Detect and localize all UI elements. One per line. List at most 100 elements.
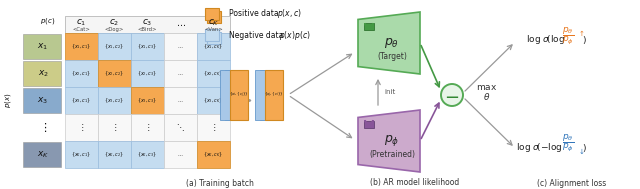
Text: $\vdots$: $\vdots$ xyxy=(211,122,216,133)
Text: init: init xyxy=(385,89,396,95)
Bar xyxy=(164,141,197,168)
Text: $\downarrow$: $\downarrow$ xyxy=(577,146,585,156)
Text: $\{x_1,c_1\}$: $\{x_1,c_1\}$ xyxy=(72,42,92,51)
Bar xyxy=(197,141,230,168)
Bar xyxy=(255,70,273,120)
Text: $\{x_2,c_2\}$: $\{x_2,c_2\}$ xyxy=(104,69,125,78)
Bar xyxy=(23,61,61,86)
Bar xyxy=(65,16,230,33)
Text: $\log\,\sigma\!\left(\log\right.$: $\log\,\sigma\!\left(\log\right.$ xyxy=(526,33,565,46)
Text: $x_2$: $x_2$ xyxy=(38,68,49,79)
Text: $\{x_3,c_K\}$: $\{x_3,c_K\}$ xyxy=(204,96,223,105)
Text: $\cdots$: $\cdots$ xyxy=(175,19,186,28)
Bar xyxy=(65,114,98,141)
Text: $x_1$: $x_1$ xyxy=(38,41,49,52)
Text: $\{x_1,c_K\}$: $\{x_1,c_K\}$ xyxy=(204,42,223,51)
Bar xyxy=(23,142,61,167)
Text: $\vdots$: $\vdots$ xyxy=(111,122,118,133)
Bar xyxy=(265,70,283,120)
Bar xyxy=(65,33,98,60)
Bar xyxy=(65,141,98,168)
Polygon shape xyxy=(358,12,420,74)
Text: $p_\theta$: $p_\theta$ xyxy=(385,36,399,50)
Text: <Dog>: <Dog> xyxy=(105,27,124,32)
Bar xyxy=(230,70,248,120)
Bar xyxy=(131,33,164,60)
Bar xyxy=(131,87,164,114)
Bar xyxy=(164,60,197,87)
Text: $\max$: $\max$ xyxy=(476,84,498,92)
Text: $\cdots$: $\cdots$ xyxy=(257,88,271,101)
Text: $x_3$: $x_3$ xyxy=(38,95,49,106)
Text: $\ddots$: $\ddots$ xyxy=(176,122,185,133)
Text: $\{x_3,c_3\}$: $\{x_3,c_3\}$ xyxy=(138,96,157,105)
Bar xyxy=(364,23,374,30)
Text: $\cdots$: $\cdots$ xyxy=(177,71,184,76)
Text: $\{x_i,\{c_j\}\}$: $\{x_i,\{c_j\}\}$ xyxy=(229,91,249,99)
Text: $c_1$: $c_1$ xyxy=(76,18,87,28)
Text: $\{x_1,c_3\}$: $\{x_1,c_3\}$ xyxy=(138,42,157,51)
Text: $\{x_3,c_1\}$: $\{x_3,c_1\}$ xyxy=(72,96,92,105)
Text: $\vdots$: $\vdots$ xyxy=(79,122,84,133)
Bar xyxy=(205,29,219,41)
Text: $c_K$: $c_K$ xyxy=(208,18,220,28)
Bar xyxy=(23,34,61,59)
Text: $\{x_K,c_K\}$: $\{x_K,c_K\}$ xyxy=(204,150,224,159)
Text: $\cdots$: $\cdots$ xyxy=(177,152,184,157)
Text: $x_K$: $x_K$ xyxy=(37,149,49,160)
Text: <Van>: <Van> xyxy=(204,27,223,32)
Bar xyxy=(98,60,131,87)
Text: $\cdots$: $\cdots$ xyxy=(177,44,184,49)
Text: Negative data: Negative data xyxy=(229,30,284,40)
Text: $p(x,c)$: $p(x,c)$ xyxy=(277,8,302,20)
Bar xyxy=(98,114,131,141)
Text: $\dfrac{p_{\theta}}{p_{\phi}}$: $\dfrac{p_{\theta}}{p_{\phi}}$ xyxy=(562,26,574,46)
Text: $\{x_3,c_2\}$: $\{x_3,c_2\}$ xyxy=(104,96,125,105)
Text: $\left.\right)$: $\left.\right)$ xyxy=(582,142,587,154)
Text: $\dfrac{p_{\theta}}{p_{\phi}}$: $\dfrac{p_{\theta}}{p_{\phi}}$ xyxy=(562,132,574,153)
Bar xyxy=(131,114,164,141)
Text: $\{x_2,c_3\}$: $\{x_2,c_3\}$ xyxy=(138,69,157,78)
Text: $p(x)p(c)$: $p(x)p(c)$ xyxy=(279,29,310,42)
Circle shape xyxy=(441,84,463,106)
Bar xyxy=(65,87,98,114)
Text: $\{x_2,c_K\}$: $\{x_2,c_K\}$ xyxy=(204,69,223,78)
Bar xyxy=(220,70,238,120)
Text: (Pretrained): (Pretrained) xyxy=(369,150,415,159)
Text: $c_2$: $c_2$ xyxy=(109,18,120,28)
Text: $p(x)$: $p(x)$ xyxy=(3,93,13,108)
Text: <Bird>: <Bird> xyxy=(138,27,157,32)
Text: $p(c)$: $p(c)$ xyxy=(40,16,55,26)
Bar xyxy=(197,87,230,114)
Bar xyxy=(197,60,230,87)
Bar xyxy=(131,60,164,87)
Text: $\{x_K,c_3\}$: $\{x_K,c_3\}$ xyxy=(138,150,157,159)
Bar xyxy=(207,11,221,23)
Bar xyxy=(197,33,230,60)
Text: (b) AR model likelihood: (b) AR model likelihood xyxy=(371,178,460,187)
Text: $\{x_j,\{c_i\}\}$: $\{x_j,\{c_i\}\}$ xyxy=(264,91,284,99)
Bar xyxy=(197,114,230,141)
Text: $\log\,\sigma\!\left(-\log\right.$: $\log\,\sigma\!\left(-\log\right.$ xyxy=(516,142,563,154)
Bar xyxy=(98,87,131,114)
Text: $\{x_1,c_2\}$: $\{x_1,c_2\}$ xyxy=(104,42,125,51)
Bar xyxy=(23,88,61,113)
Bar xyxy=(225,70,243,120)
Bar xyxy=(98,33,131,60)
Bar xyxy=(164,33,197,60)
Bar xyxy=(131,141,164,168)
Bar xyxy=(205,8,219,20)
Bar xyxy=(164,87,197,114)
Text: $c_3$: $c_3$ xyxy=(142,18,153,28)
Bar xyxy=(260,70,278,120)
Text: $\{x_K,c_2\}$: $\{x_K,c_2\}$ xyxy=(104,150,125,159)
Bar xyxy=(207,32,221,44)
Text: <Cat>: <Cat> xyxy=(72,27,90,32)
Text: $\vdots$: $\vdots$ xyxy=(39,121,47,134)
Bar xyxy=(364,121,374,128)
Text: $-$: $-$ xyxy=(444,87,460,105)
Bar xyxy=(65,60,98,87)
Text: (Target): (Target) xyxy=(377,52,407,61)
Text: $\cdots$: $\cdots$ xyxy=(177,98,184,103)
Polygon shape xyxy=(358,110,420,172)
